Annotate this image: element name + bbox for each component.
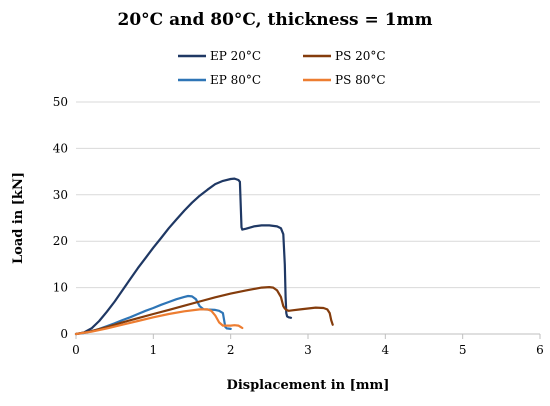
legend-label: PS 80°C	[335, 73, 386, 87]
y-tick-label: 10	[53, 281, 68, 295]
x-tick-label: 4	[382, 343, 390, 357]
x-tick-label: 2	[227, 343, 235, 357]
series-layer	[74, 177, 334, 336]
x-tick-label: 5	[459, 343, 467, 357]
legend-label: PS 20°C	[335, 49, 386, 63]
y-tick-label: 30	[53, 188, 68, 202]
series-line-ps-20-c	[74, 286, 334, 336]
x-tick-label: 3	[304, 343, 312, 357]
legend: EP 20°C EP 80°C PS 20°C PS 80°C	[178, 49, 386, 87]
chart-title: 20°C and 80°C, thickness = 1mm	[117, 10, 432, 30]
x-tick-label: 1	[150, 343, 158, 357]
y-tick-label: 50	[53, 95, 68, 109]
x-axis-title: Displacement in [mm]	[227, 378, 390, 393]
x-tick-label: 0	[72, 343, 80, 357]
legend-label: EP 20°C	[210, 49, 261, 63]
series-line-ps-80-c	[74, 308, 244, 336]
axes: 0 10 20 30 40 50 0 1 2 3 4 5 6	[53, 95, 544, 357]
y-tick-label: 20	[53, 234, 68, 248]
gridlines	[76, 101, 540, 289]
y-tick-label: 0	[60, 327, 68, 341]
y-axis-title: Load in [kN]	[11, 172, 26, 264]
y-tick-label: 40	[53, 141, 68, 155]
series-line-ep-20-c	[74, 177, 293, 336]
x-tick-label: 6	[536, 343, 544, 357]
legend-label: EP 80°C	[210, 73, 261, 87]
